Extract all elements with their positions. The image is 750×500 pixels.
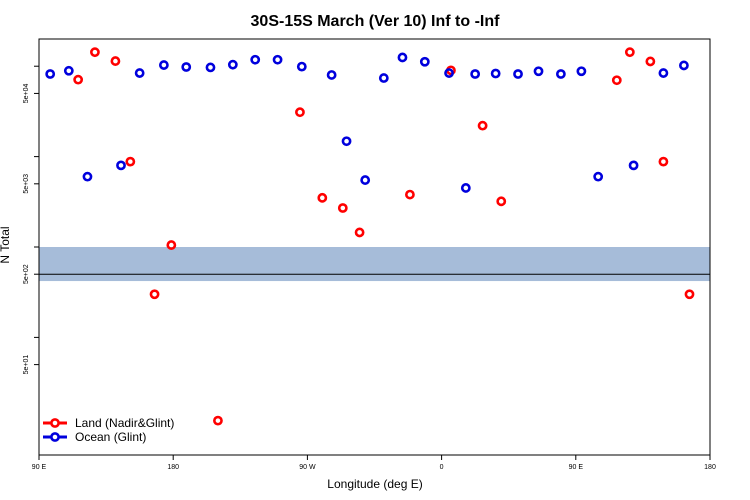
ocean-point (555, 69, 566, 79)
ocean-point (460, 183, 471, 193)
x-tick-label: 90 W (299, 464, 316, 471)
ocean-point (326, 70, 337, 80)
land-point (684, 289, 695, 300)
ocean-point (378, 73, 389, 83)
land-mass-4 (508, 283, 514, 300)
ocean-point (341, 136, 352, 147)
series-land (73, 47, 695, 426)
land-point (624, 47, 635, 58)
ocean-point (63, 65, 74, 76)
y-tick-label: 5e+03 (23, 174, 30, 194)
x-tick-label: 90 E (32, 464, 47, 471)
ocean-point (533, 66, 544, 77)
x-tick-label: 180 (167, 464, 179, 471)
x-tick-label: 90 E (569, 464, 584, 471)
plot-area (38, 38, 711, 456)
ocean-point (250, 54, 261, 65)
ocean-point (419, 56, 430, 67)
land-point (90, 47, 100, 58)
y-axis: 5e+01 5e+02 5e+03 5e+04 (23, 65, 39, 375)
land-mass-2 (335, 281, 384, 282)
land-masses (99, 281, 636, 300)
ocean-point (82, 171, 93, 182)
land-point (317, 192, 328, 203)
x-tick-label: 180 (704, 464, 716, 471)
ocean-point (272, 54, 283, 65)
ocean-point (444, 68, 454, 78)
y-axis-title: N Total (0, 226, 12, 263)
legend-marker (50, 418, 60, 428)
x-axis: 90 E 180 90 W 0 90 E 180 (32, 455, 716, 471)
land-mass-5 (634, 281, 636, 282)
land-point (611, 75, 622, 86)
series-ocean (45, 52, 689, 193)
land-point (166, 240, 177, 250)
land-point (149, 289, 160, 300)
ocean-band (39, 247, 710, 282)
land-mass-1 (99, 281, 101, 282)
legend-marker (50, 432, 60, 442)
legend-label: Ocean (Glint) (75, 430, 146, 444)
land-mass-3 (469, 281, 487, 282)
ocean-point (116, 160, 126, 171)
ocean-point (397, 52, 408, 63)
ocean-point (658, 68, 669, 78)
land-point (73, 74, 84, 85)
land-point (110, 56, 121, 66)
ocean-point (593, 171, 604, 182)
x-tick-label: 0 (440, 464, 444, 471)
land-point (658, 156, 669, 167)
ocean-point (158, 60, 169, 70)
legend-label: Land (Nadir&Glint) (75, 416, 174, 430)
x-axis-title: Longitude (deg E) (327, 477, 422, 491)
ocean-point (45, 69, 56, 79)
ocean-point (576, 66, 587, 77)
ocean-point (227, 59, 238, 70)
land-point (295, 107, 305, 118)
land-point (405, 189, 415, 200)
land-point (125, 156, 136, 167)
chart-title: 30S-15S March (Ver 10) Inf to -Inf (251, 13, 501, 30)
land-point (477, 120, 488, 131)
data-points (45, 47, 695, 426)
land-point (354, 227, 365, 238)
ocean-point (134, 68, 145, 78)
ocean-point (296, 61, 307, 72)
y-tick-label: 5e+02 (23, 264, 30, 284)
ocean-point (628, 160, 639, 171)
land-point (496, 196, 507, 207)
ocean-point (513, 69, 523, 79)
ocean-point (679, 60, 689, 71)
legend: Land (Nadir&Glint)Ocean (Glint) (43, 416, 174, 444)
ocean-point (205, 62, 216, 73)
ocean-point (470, 69, 481, 79)
land-point (337, 203, 348, 213)
y-tick-label: 5e+01 (23, 355, 30, 375)
ocean-point (360, 175, 371, 185)
land-point (213, 415, 223, 426)
land-point (645, 56, 656, 67)
ocean-point (490, 68, 501, 79)
y-tick-label: 5e+04 (23, 83, 30, 103)
ocean-point (181, 62, 192, 72)
